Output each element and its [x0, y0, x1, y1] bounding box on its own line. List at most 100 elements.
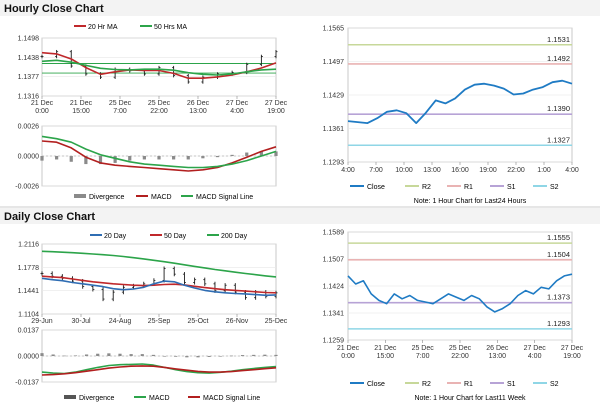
daily_price-x-tick-label: 25-Oct [187, 318, 208, 325]
legend-label-macd-daily: MACD [149, 395, 170, 402]
hourly_pivot-y-tick-label: 1.1429 [323, 93, 345, 100]
daily_pivot-x-tick-label: 27 Dec [524, 345, 547, 352]
hourly_pivot-x-tick-label: 13:00 [423, 167, 441, 174]
daily_price-x-tick-label: 25-Sep [148, 318, 171, 325]
hourly_macd-divergence-bar [157, 156, 161, 160]
hourly_macd-divergence-bar [98, 156, 103, 165]
daily_pivot-x-tick-label: 0:00 [341, 353, 355, 360]
hourly_macd-y-tick-label: 0.0026 [18, 124, 40, 131]
daily_pivot-level-label-s2: 1.1293 [547, 319, 570, 328]
daily_price-x-tick-label: 30-Jul [71, 318, 91, 325]
daily_macd-divergence-bar [240, 355, 245, 356]
daily_price-y-tick-label: 1.2116 [18, 242, 39, 249]
legend-label-200-day: 200 Day [221, 233, 248, 240]
hourly_price-x-tick-label: 21 Dec [70, 100, 93, 107]
legend-label-r1: R1 [464, 184, 473, 191]
daily_pivot-x-tick-label: 25 Dec [449, 345, 472, 352]
daily_macd-divergence-bar [162, 356, 167, 357]
daily_pivot-x-tick-label: 19:00 [563, 353, 581, 360]
hourly_macd-divergence-bar [259, 151, 263, 156]
daily_pivot-x-tick-label: 26 Dec [486, 345, 509, 352]
legend-label-50-day: 50 Day [164, 233, 187, 240]
daily_price-series-200-day [41, 250, 277, 278]
daily_pivot-x-tick-label: 7:00 [416, 353, 430, 360]
daily_pivot-x-tick-label: 22:00 [451, 353, 469, 360]
hourly_macd-series-macd-signal-line [41, 135, 277, 169]
legend-label-r1-daily: R1 [464, 381, 473, 388]
hourly_pivot-y-tick-label: 1.1361 [323, 126, 345, 133]
daily_pivot-y-tick-label: 1.1589 [323, 230, 345, 237]
daily-section-title: Daily Close Chart [4, 211, 95, 223]
legend-label-s1: S1 [507, 184, 516, 191]
hourly_price-x-tick-label: 13:00 [189, 108, 207, 115]
legend-swatch-divergence [74, 194, 86, 198]
daily_macd-y-tick-label: 0.0137 [18, 328, 40, 335]
hourly_pivot-x-tick-label: 16:00 [451, 167, 469, 174]
hourly_pivot-x-tick-label: 4:00 [341, 167, 355, 174]
daily_macd-divergence-bar [107, 353, 111, 356]
daily_macd-series-macd-signal-line [41, 365, 277, 376]
legend-label-signal: MACD Signal Line [196, 194, 253, 201]
daily_pivot-x-tick-label: 21 Dec [374, 345, 397, 352]
legend-label-20hr-ma: 20 Hr MA [88, 24, 118, 31]
hourly_macd-divergence-bar [69, 156, 73, 162]
daily_macd-divergence-bar [196, 356, 200, 358]
hourly-pivot-legend: Close R2 R1 S1 S2 Note: 1 Hour Chart for… [350, 184, 559, 205]
hourly_pivot-x-tick-label: 22:00 [507, 167, 525, 174]
hourly_pivot-y-tick-label: 1.1565 [323, 26, 345, 33]
hourly_pivot-x-tick-label: 19:00 [479, 167, 497, 174]
daily_macd-divergence-bar [185, 356, 189, 358]
hourly_pivot-y-tick-label: 1.1293 [323, 160, 345, 167]
daily_price-series-50-day [41, 275, 277, 294]
legend-label-divergence-daily: Divergence [79, 395, 115, 402]
hourly-pivot-note: Note: 1 Hour Chart for Last24 Hours [414, 198, 527, 205]
daily_pivot-x-tick-label: 21 Dec [337, 345, 360, 352]
daily_pivot-x-tick-label: 27 Dec [561, 345, 584, 352]
hourly_price-x-tick-label: 7:00 [113, 108, 127, 115]
hourly_macd-series-macd [41, 140, 277, 172]
daily_macd-divergence-bar [118, 353, 122, 356]
daily-price-legend: 20 Day 50 Day 200 Day [90, 233, 248, 240]
daily_price-series-20-day [41, 277, 277, 297]
daily_pivot-y-tick-label: 1.1507 [323, 257, 345, 264]
daily_price-y-tick-label: 1.1104 [18, 312, 39, 319]
hourly_price-x-tick-label: 26 Dec [187, 100, 210, 107]
daily-macd-legend: Divergence MACD MACD Signal Line [64, 395, 260, 402]
hourly_price-x-tick-label: 4:00 [230, 108, 244, 115]
daily_pivot-y-tick-label: 1.1424 [323, 284, 345, 291]
daily_macd-y-tick-label: 0.0000 [18, 354, 40, 361]
legend-label-20-day: 20 Day [104, 233, 127, 240]
daily_macd-divergence-bar [274, 354, 278, 356]
daily_pivot-x-tick-label: 4:00 [528, 353, 542, 360]
hourly_pivot-y-tick-label: 1.1497 [323, 59, 345, 66]
legend-label-r2: R2 [422, 184, 431, 191]
hourly_macd-divergence-bar [215, 156, 220, 158]
hourly_pivot-x-tick-label: 7:00 [369, 167, 383, 174]
hourly_macd-y-tick-label: -0.0026 [15, 184, 39, 191]
hourly_price-x-tick-label: 25 Dec [148, 100, 171, 107]
daily_macd-divergence-bar [51, 354, 55, 356]
hourly_pivot-level-label-s1: 1.1390 [547, 104, 570, 113]
hourly_price-y-tick-label: 1.1316 [18, 94, 40, 101]
legend-label-close: Close [367, 184, 385, 191]
hourly_pivot-level-label-r1: 1.1492 [547, 54, 570, 63]
hourly-header-bar [0, 0, 600, 16]
daily_macd-divergence-bar [140, 354, 144, 356]
hourly_pivot-level-label-s2: 1.1327 [547, 135, 570, 144]
hourly_macd-divergence-bar [55, 156, 59, 160]
legend-label-s1-daily: S1 [507, 381, 516, 388]
daily_pivot-level-label-r2: 1.1555 [547, 233, 570, 242]
hourly_pivot-x-tick-label: 4:00 [565, 167, 579, 174]
hourly_price-x-tick-label: 27 Dec [265, 100, 288, 107]
hourly_price-y-tick-label: 1.1438 [18, 55, 40, 62]
daily_macd-divergence-bar [40, 353, 44, 356]
daily_macd-y-tick-label: -0.0137 [15, 380, 39, 387]
hourly_macd-divergence-bar [230, 154, 234, 156]
daily_pivot-level-label-s1: 1.1373 [547, 293, 570, 302]
hourly_pivot-x-tick-label: 1:00 [537, 167, 551, 174]
hourly_macd-divergence-bar [40, 156, 44, 161]
hourly-price-legend: 20 Hr MA 50 Hrs MA [74, 24, 187, 31]
daily_macd-divergence-bar [62, 355, 66, 357]
hourly_price-x-tick-label: 19:00 [267, 108, 285, 115]
daily_macd-divergence-bar [84, 354, 89, 356]
